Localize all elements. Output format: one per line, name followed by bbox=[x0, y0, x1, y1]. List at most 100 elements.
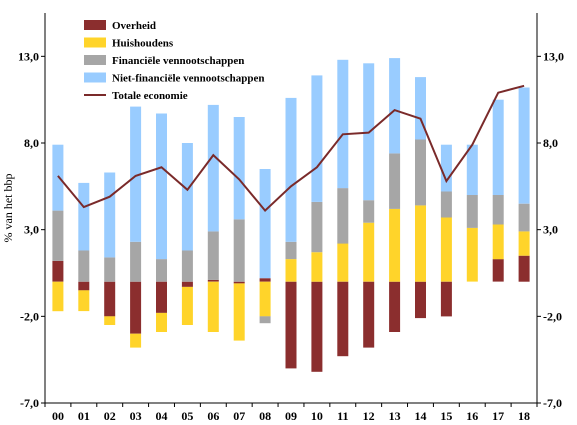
bar-4-14 bbox=[415, 77, 426, 140]
bar-4-09 bbox=[285, 97, 297, 242]
xtick-label-08: 08 bbox=[259, 409, 271, 423]
ytick-label-right: -2,0 bbox=[543, 309, 562, 323]
bar-1-09 bbox=[285, 281, 297, 369]
line-series-1 bbox=[57, 84, 525, 213]
bar-2-06 bbox=[207, 281, 219, 332]
xtick-label-06: 06 bbox=[207, 409, 219, 423]
bar-3-00 bbox=[52, 210, 64, 261]
xtick-label-11: 11 bbox=[337, 409, 348, 423]
bar-2-11 bbox=[337, 243, 349, 282]
bar-4-17 bbox=[492, 99, 504, 195]
bar-2-00 bbox=[52, 281, 64, 312]
bar-1-07 bbox=[233, 281, 245, 284]
bar-2-15 bbox=[440, 217, 452, 282]
legend-swatch-3 bbox=[84, 55, 106, 65]
xtick-label-16: 16 bbox=[466, 409, 478, 423]
legend-swatch-4 bbox=[84, 72, 106, 83]
legend-label-1: Overheid bbox=[112, 20, 156, 32]
ytick-label-left: -7,0 bbox=[20, 396, 39, 410]
bar-4-07 bbox=[233, 117, 245, 220]
xtick-label-07: 07 bbox=[233, 409, 245, 423]
bar-3-05 bbox=[181, 250, 193, 282]
legend: Overheid Huishoudens Financiële vennootsch… bbox=[84, 20, 264, 102]
bar-2-08 bbox=[259, 281, 271, 317]
bar-1-06 bbox=[207, 279, 219, 282]
bar-2-12 bbox=[363, 222, 375, 282]
legend-swatch-1 bbox=[84, 20, 106, 30]
ticks-layer: 13,0 13,0 8,0 8,0 3,0 3,0 -2,0 -2,0 -7,0 -7,0 00 01… bbox=[18, 49, 564, 423]
bar-3-12 bbox=[363, 200, 375, 223]
bar-4-16 bbox=[466, 144, 478, 195]
bar-1-04 bbox=[156, 281, 167, 313]
bar-3-08 bbox=[259, 316, 271, 324]
bar-2-03 bbox=[130, 333, 142, 348]
bar-2-18 bbox=[518, 231, 530, 256]
bar-1-17 bbox=[492, 259, 504, 282]
xtick-label-10: 10 bbox=[311, 409, 323, 423]
xtick-label-01: 01 bbox=[78, 409, 90, 423]
bar-2-07 bbox=[233, 283, 245, 341]
bar-4-15 bbox=[440, 144, 452, 192]
xtick-label-03: 03 bbox=[130, 409, 142, 423]
bar-3-04 bbox=[156, 259, 167, 282]
bar-2-01 bbox=[78, 290, 90, 312]
legend-label-4: Niet-financiële vennootschappen bbox=[112, 73, 264, 85]
bar-3-06 bbox=[207, 231, 219, 280]
ytick-label-left: -2,0 bbox=[20, 309, 39, 323]
bar-1-13 bbox=[389, 281, 401, 332]
ytick-label-left: 8,0 bbox=[24, 136, 39, 150]
legend-label-2: Huishoudens bbox=[112, 38, 174, 50]
bar-3-10 bbox=[311, 201, 323, 253]
legend-label-5: Totale economie bbox=[112, 90, 188, 102]
xtick-label-12: 12 bbox=[363, 409, 375, 423]
bar-1-14 bbox=[415, 281, 426, 319]
bar-3-14 bbox=[415, 139, 426, 206]
bar-4-06 bbox=[207, 104, 219, 232]
bar-4-02 bbox=[104, 172, 116, 258]
bar-3-01 bbox=[78, 250, 90, 282]
xtick-label-15: 15 bbox=[440, 409, 452, 423]
bar-1-10 bbox=[311, 281, 323, 372]
axes-layer bbox=[44, 13, 538, 404]
bar-3-17 bbox=[492, 195, 504, 225]
y-axis-label: % van het bbp bbox=[1, 174, 15, 243]
bar-4-10 bbox=[311, 75, 323, 202]
bar-3-09 bbox=[285, 241, 297, 260]
bar-2-02 bbox=[104, 316, 116, 325]
xtick-label-00: 00 bbox=[52, 409, 64, 423]
line-layer bbox=[57, 84, 525, 213]
ytick-label-right: 3,0 bbox=[543, 223, 558, 237]
bar-3-03 bbox=[130, 241, 142, 282]
ytick-label-right: 13,0 bbox=[543, 49, 564, 63]
bar-2-05 bbox=[181, 286, 193, 325]
xtick-label-13: 13 bbox=[389, 409, 401, 423]
bar-3-18 bbox=[518, 203, 530, 232]
bar-2-17 bbox=[492, 224, 504, 260]
bar-2-04 bbox=[156, 312, 167, 332]
bar-4-18 bbox=[518, 87, 530, 204]
ytick-label-left: 13,0 bbox=[18, 49, 39, 63]
bar-1-11 bbox=[337, 281, 349, 357]
bar-1-15 bbox=[440, 281, 452, 317]
xtick-label-18: 18 bbox=[518, 409, 530, 423]
bar-4-03 bbox=[130, 106, 142, 242]
xtick-label-02: 02 bbox=[104, 409, 116, 423]
bar-4-13 bbox=[389, 58, 401, 154]
bar-3-02 bbox=[104, 257, 116, 282]
bar-3-15 bbox=[440, 191, 452, 218]
bar-2-09 bbox=[285, 259, 297, 282]
bar-3-07 bbox=[233, 219, 245, 282]
bar-4-05 bbox=[181, 143, 193, 251]
legend-swatch-2 bbox=[84, 37, 106, 48]
legend-label-3: Financiële vennootschappen bbox=[112, 55, 244, 67]
bar-1-12 bbox=[363, 281, 375, 348]
bar-1-03 bbox=[130, 281, 142, 334]
bar-4-00 bbox=[52, 144, 64, 211]
bar-3-11 bbox=[337, 188, 349, 244]
xtick-label-09: 09 bbox=[285, 409, 297, 423]
bar-1-01 bbox=[78, 281, 90, 291]
bar-4-08 bbox=[259, 169, 271, 279]
bar-1-05 bbox=[181, 281, 193, 287]
bar-4-04 bbox=[156, 113, 167, 260]
